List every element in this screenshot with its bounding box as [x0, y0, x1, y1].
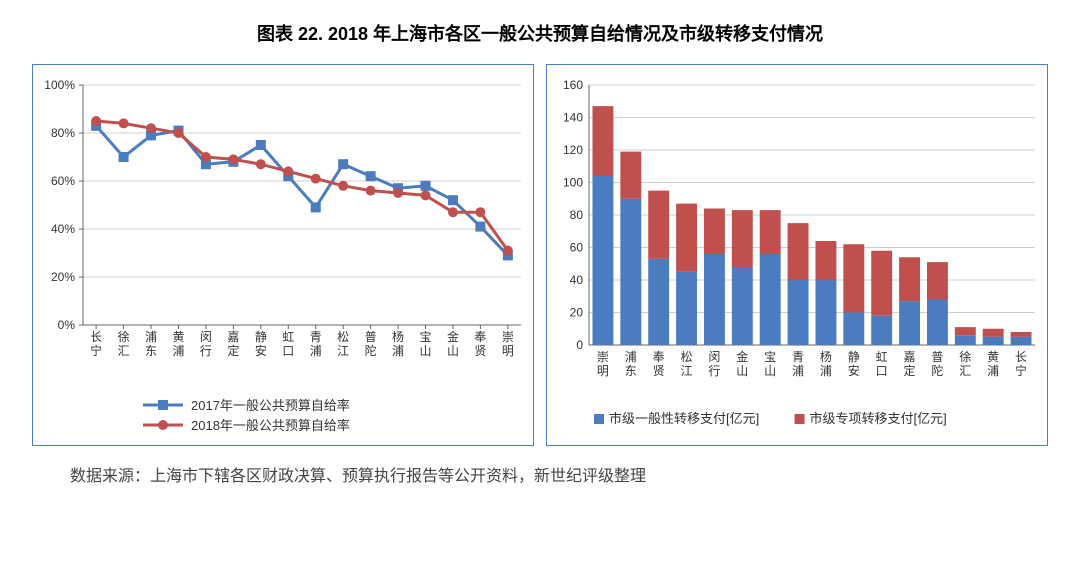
svg-text:普: 普	[931, 350, 943, 364]
svg-text:徐: 徐	[118, 329, 130, 344]
line-chart: 0%20%40%60%80%100%长宁徐汇浦东黄浦闵行嘉定静安虹口青浦松江普陀…	[32, 64, 534, 446]
svg-text:100%: 100%	[44, 78, 75, 92]
svg-text:山: 山	[764, 364, 776, 378]
svg-text:140: 140	[563, 111, 583, 125]
svg-text:虹: 虹	[876, 350, 888, 364]
svg-text:40: 40	[570, 273, 584, 287]
svg-text:虹: 虹	[282, 330, 294, 344]
svg-text:闵: 闵	[200, 329, 212, 344]
svg-text:山: 山	[447, 344, 459, 358]
svg-text:80: 80	[570, 208, 584, 222]
svg-text:杨: 杨	[820, 349, 832, 364]
svg-text:明: 明	[597, 364, 609, 378]
svg-text:嘉: 嘉	[227, 330, 239, 344]
svg-text:安: 安	[848, 363, 860, 378]
svg-text:普: 普	[365, 330, 377, 344]
svg-text:定: 定	[227, 343, 239, 358]
chart-title: 图表 22. 2018 年上海市各区一般公共预算自给情况及市级转移支付情况	[30, 20, 1050, 46]
svg-text:青: 青	[310, 330, 322, 344]
svg-text:60%: 60%	[51, 174, 75, 188]
svg-text:山: 山	[420, 344, 432, 358]
svg-text:贤: 贤	[474, 344, 486, 358]
svg-text:长: 长	[1015, 350, 1027, 364]
bar-chart: 020406080100120140160崇明浦东奉贤松江闵行金山宝山青浦杨浦静…	[546, 64, 1048, 446]
svg-text:20: 20	[570, 306, 584, 320]
svg-text:静: 静	[848, 350, 860, 364]
svg-text:金: 金	[736, 349, 748, 364]
svg-text:金: 金	[447, 329, 459, 344]
svg-text:浦: 浦	[820, 364, 832, 378]
source-note: 数据来源：上海市下辖各区财政决算、预算执行报告等公开资料，新世纪评级整理	[30, 462, 1050, 486]
svg-text:明: 明	[502, 344, 514, 358]
svg-text:市级一般性转移支付[亿元]: 市级一般性转移支付[亿元]	[609, 411, 759, 426]
svg-text:60: 60	[570, 241, 584, 255]
svg-text:崇: 崇	[502, 330, 514, 344]
svg-text:黄: 黄	[172, 330, 184, 344]
svg-text:安: 安	[255, 343, 267, 358]
svg-text:宝: 宝	[420, 330, 432, 344]
svg-text:宁: 宁	[90, 343, 102, 358]
svg-text:120: 120	[563, 143, 583, 157]
svg-text:青: 青	[792, 350, 804, 364]
svg-text:40%: 40%	[51, 222, 75, 236]
svg-text:浦: 浦	[987, 364, 999, 378]
svg-text:东: 东	[625, 364, 637, 378]
svg-text:80%: 80%	[51, 126, 75, 140]
svg-text:2017年一般公共预算自给率: 2017年一般公共预算自给率	[191, 398, 350, 413]
svg-text:宁: 宁	[1015, 363, 1027, 378]
svg-text:口: 口	[282, 344, 294, 358]
svg-text:松: 松	[681, 350, 693, 364]
svg-text:徐: 徐	[959, 349, 971, 364]
svg-text:江: 江	[337, 344, 349, 358]
svg-text:2018年一般公共预算自给率: 2018年一般公共预算自给率	[191, 418, 350, 433]
svg-text:100: 100	[563, 176, 583, 190]
svg-text:20%: 20%	[51, 270, 75, 284]
svg-text:浦: 浦	[792, 364, 804, 378]
svg-text:陀: 陀	[365, 343, 377, 358]
svg-text:汇: 汇	[118, 344, 130, 358]
svg-text:山: 山	[736, 364, 748, 378]
svg-text:黄: 黄	[987, 350, 999, 364]
svg-text:静: 静	[255, 330, 267, 344]
svg-text:浦: 浦	[145, 330, 157, 344]
svg-text:陀: 陀	[931, 363, 943, 378]
svg-text:160: 160	[563, 78, 583, 92]
svg-text:0%: 0%	[58, 318, 76, 332]
charts-row: 0%20%40%60%80%100%长宁徐汇浦东黄浦闵行嘉定静安虹口青浦松江普陀…	[30, 64, 1050, 446]
svg-text:汇: 汇	[959, 364, 971, 378]
line-chart-svg: 0%20%40%60%80%100%长宁徐汇浦东黄浦闵行嘉定静安虹口青浦松江普陀…	[33, 65, 533, 445]
svg-text:浦: 浦	[172, 344, 184, 358]
svg-text:贤: 贤	[653, 364, 665, 378]
svg-text:崇: 崇	[597, 350, 609, 364]
svg-text:嘉: 嘉	[904, 350, 916, 364]
svg-text:东: 东	[145, 344, 157, 358]
svg-text:奉: 奉	[653, 350, 665, 364]
svg-text:行: 行	[708, 364, 720, 378]
svg-text:定: 定	[904, 363, 916, 378]
svg-text:市级专项转移支付[亿元]: 市级专项转移支付[亿元]	[810, 411, 947, 426]
svg-text:浦: 浦	[392, 344, 404, 358]
svg-text:长: 长	[90, 330, 102, 344]
svg-text:杨: 杨	[392, 329, 404, 344]
svg-text:宝: 宝	[764, 350, 776, 364]
svg-text:口: 口	[876, 364, 888, 378]
svg-text:奉: 奉	[474, 330, 486, 344]
svg-text:浦: 浦	[625, 350, 637, 364]
bar-chart-svg: 020406080100120140160崇明浦东奉贤松江闵行金山宝山青浦杨浦静…	[547, 65, 1047, 445]
svg-text:行: 行	[200, 344, 212, 358]
svg-text:0: 0	[576, 338, 583, 352]
svg-text:江: 江	[681, 364, 693, 378]
svg-text:闵: 闵	[708, 349, 720, 364]
svg-text:松: 松	[337, 330, 349, 344]
svg-text:浦: 浦	[310, 344, 322, 358]
